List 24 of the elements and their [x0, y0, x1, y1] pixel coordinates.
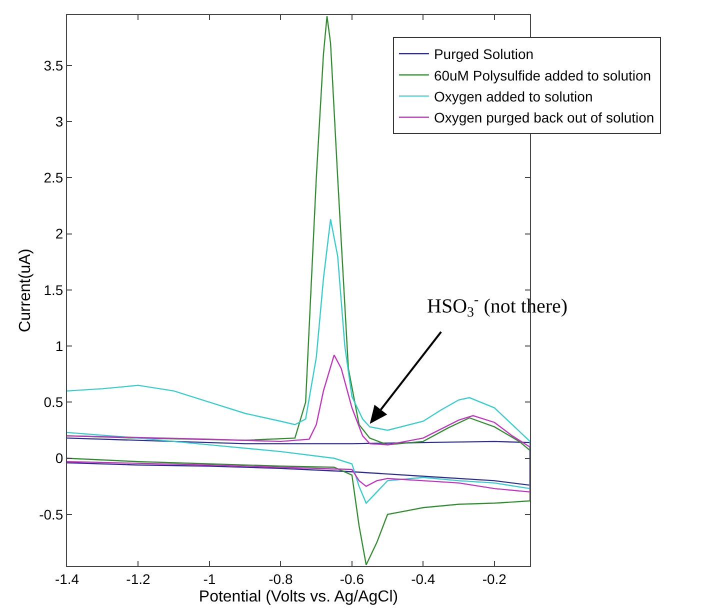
x-tick-label: -0.8 [268, 570, 293, 587]
y-tick-label: 3.5 [44, 57, 64, 74]
x-tick-label: -1.2 [126, 570, 151, 587]
legend-label: Purged Solution [434, 46, 534, 62]
y-tick-label: 3 [55, 114, 64, 130]
legend-label: Oxygen added to solution [434, 88, 593, 104]
y-tick-label: 0 [55, 450, 64, 466]
x-tick-label: -1.4 [54, 570, 80, 587]
x-tick-label: -1 [203, 570, 216, 587]
y-axis-title: Current(uA) [16, 248, 34, 332]
y-tick-label: -0.5 [39, 506, 64, 522]
x-tick-label: -0.6 [340, 570, 364, 587]
legend-label: Oxygen purged back out of solution [434, 110, 654, 126]
x-axis-title: Potential (Volts vs. Ag/AgCl) [198, 588, 398, 606]
legend-label: 60uM Polysulfide added to solution [434, 67, 652, 84]
x-tick-label: -0.4 [411, 570, 436, 587]
x-tick-label: -0.2 [482, 570, 507, 587]
y-tick-label: 1 [55, 338, 64, 354]
y-tick-label: 2.5 [44, 170, 64, 186]
line-series [67, 437, 530, 486]
line-series [67, 354, 530, 493]
y-tick-label: 1.5 [44, 282, 64, 298]
y-tick-label: 0.5 [44, 394, 64, 410]
y-tick-label: 2 [55, 226, 64, 242]
